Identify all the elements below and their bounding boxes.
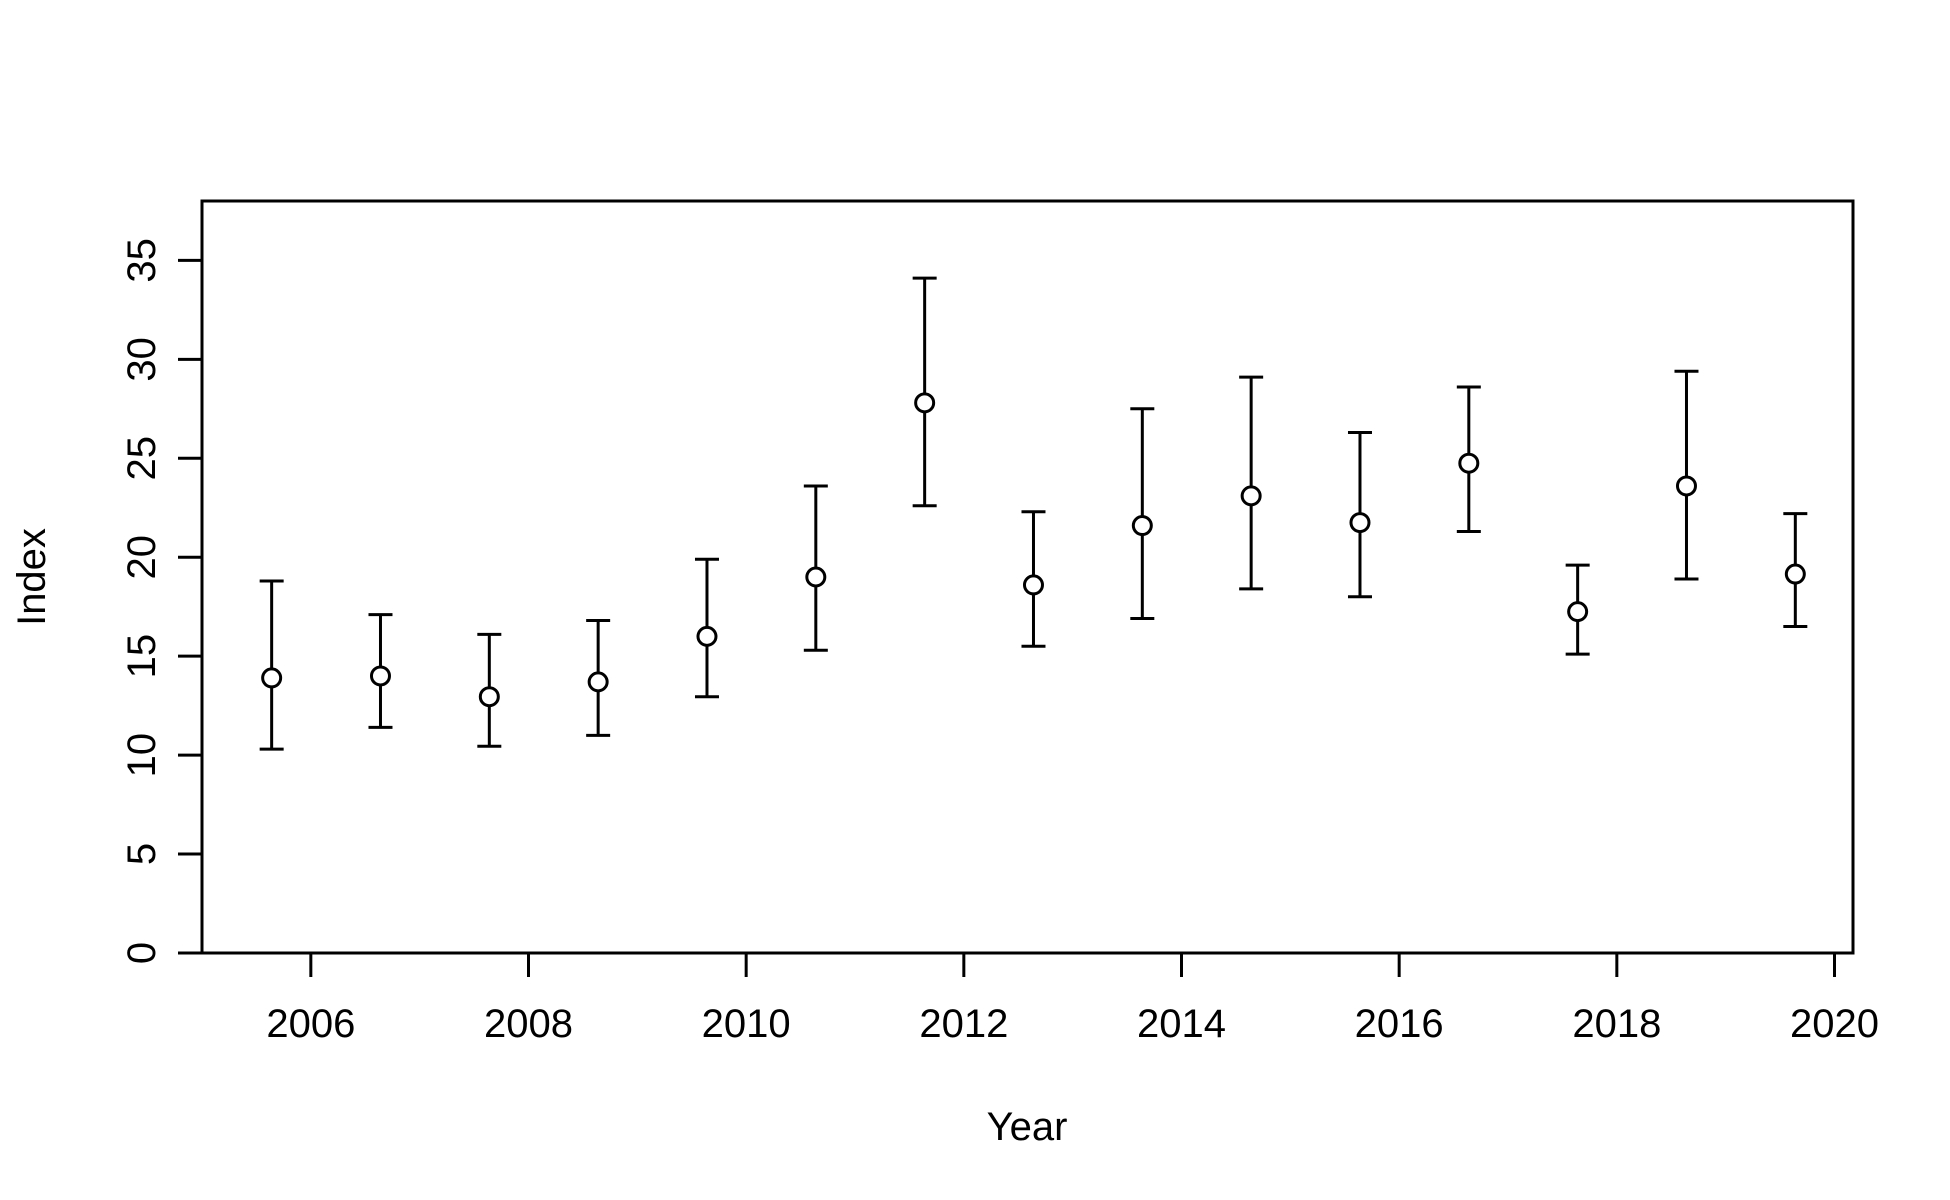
x-axis: 2006 2008 2010 2012 2014 2016 2018 2020	[266, 951, 1879, 1046]
data-point	[1349, 512, 1371, 534]
data-point-group	[368, 613, 393, 729]
x-tick-label: 2020	[1790, 1002, 1879, 1046]
data-point-group	[1783, 512, 1808, 628]
y-axis-label: Index	[10, 528, 54, 626]
x-tick-label: 2016	[1355, 1002, 1444, 1046]
data-point	[1784, 563, 1806, 585]
x-tick-label: 2018	[1572, 1002, 1661, 1046]
y-tick-label: 10	[120, 733, 164, 778]
data-point	[914, 392, 936, 414]
data-point-group	[912, 276, 937, 508]
data-point-group	[586, 619, 611, 737]
data-point	[1567, 601, 1589, 623]
data-point	[478, 686, 500, 708]
data-point	[1022, 574, 1044, 596]
data-point	[805, 566, 827, 588]
data-point	[1240, 485, 1262, 507]
y-tick-label: 20	[120, 535, 164, 580]
x-tick-label: 2008	[484, 1002, 573, 1046]
data-point-group	[803, 484, 828, 652]
data-point-group	[477, 632, 502, 748]
data-point-group	[1347, 431, 1372, 599]
data-point	[369, 665, 391, 687]
x-tick-label: 2012	[919, 1002, 1008, 1046]
data-point	[1675, 475, 1697, 497]
y-tick-label: 5	[120, 843, 164, 865]
data-point	[1458, 452, 1480, 474]
x-tick-label: 2010	[702, 1002, 791, 1046]
y-axis: 0 5 10 15 20 25 30 35	[120, 238, 204, 964]
data-point-group	[1021, 510, 1046, 648]
data-point	[1131, 515, 1153, 537]
data-point-group	[1239, 375, 1264, 591]
x-tick-label: 2006	[266, 1002, 355, 1046]
x-axis-label: Year	[987, 1105, 1068, 1149]
data-point-group	[694, 557, 719, 699]
data-series	[259, 276, 1808, 751]
x-tick-label: 2014	[1137, 1002, 1226, 1046]
y-tick-label: 35	[120, 238, 164, 283]
data-point-group	[259, 579, 284, 751]
data-point	[587, 671, 609, 693]
data-point-group	[1456, 385, 1481, 533]
y-tick-label: 30	[120, 337, 164, 382]
data-point	[696, 625, 718, 647]
data-point-group	[1674, 369, 1699, 581]
data-point-group	[1565, 563, 1590, 656]
y-tick-label: 25	[120, 436, 164, 481]
data-point-group	[1130, 407, 1155, 621]
data-point	[261, 667, 283, 689]
y-tick-label: 0	[120, 942, 164, 964]
y-tick-label: 15	[120, 634, 164, 679]
